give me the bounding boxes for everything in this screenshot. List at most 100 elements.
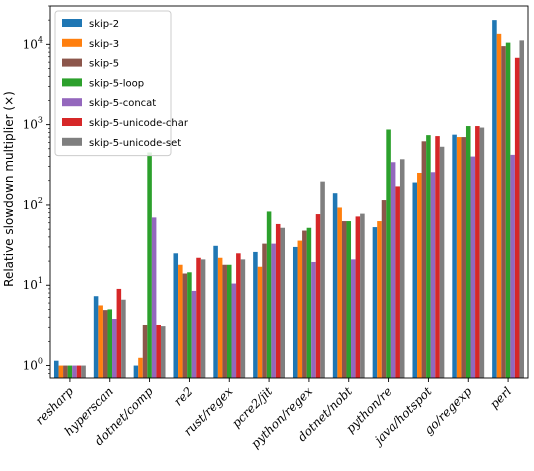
bar (452, 134, 457, 378)
bar (275, 223, 281, 378)
bar (346, 221, 352, 378)
y-tick-label: 101 (23, 276, 43, 292)
bar (107, 309, 113, 378)
bar (355, 216, 361, 378)
bar (93, 296, 99, 378)
legend-label: skip-5-unicode-set (89, 138, 181, 149)
bar (430, 172, 436, 378)
bar (302, 230, 307, 378)
bar (426, 135, 431, 378)
bar (332, 193, 338, 378)
bar (226, 264, 232, 378)
bar (196, 257, 201, 378)
bar (98, 305, 103, 378)
legend-box (54, 10, 172, 157)
legend-swatch (62, 78, 82, 87)
bar (377, 221, 382, 378)
bar (53, 360, 59, 378)
bar (173, 253, 179, 378)
y-tick-label: 100 (23, 357, 43, 373)
bar (479, 127, 485, 378)
bar (519, 40, 525, 379)
bar (147, 152, 152, 378)
bar (360, 213, 365, 378)
bars-group (53, 20, 525, 379)
legend-swatch (62, 98, 82, 107)
bar (187, 272, 192, 378)
legend: skip-2 skip-3 skip-5 skip-5-loop skip-5-conc… (54, 10, 189, 157)
bar (439, 146, 445, 378)
bar (102, 310, 108, 378)
bar (435, 136, 440, 378)
bar (217, 257, 223, 378)
bar (510, 154, 515, 378)
bar (142, 324, 148, 378)
bar (306, 227, 312, 378)
bar (222, 264, 227, 378)
bar (257, 266, 263, 378)
bar (151, 217, 157, 378)
bar (182, 273, 188, 378)
bar (505, 42, 511, 379)
legend-swatch (62, 19, 82, 27)
x-tick-label: re2 (171, 384, 195, 408)
bar (253, 251, 258, 378)
bar (138, 357, 143, 378)
bar (456, 137, 462, 378)
bar (271, 243, 276, 378)
bar (315, 214, 321, 378)
bar (297, 240, 303, 378)
bar (417, 172, 422, 378)
bar (320, 181, 325, 378)
bar (262, 243, 267, 378)
y-tick-label: 104 (23, 35, 43, 51)
bar (160, 326, 166, 378)
bar (76, 365, 82, 378)
bar (381, 200, 387, 378)
legend-swatch (62, 118, 82, 126)
bar (470, 156, 476, 378)
bar (191, 290, 197, 378)
bar (351, 259, 356, 378)
bar (121, 299, 126, 378)
bar (81, 365, 86, 378)
bar (58, 365, 64, 378)
y-tick-label: 102 (23, 196, 43, 212)
bar (240, 259, 246, 378)
bar (421, 141, 427, 378)
bar (475, 126, 480, 378)
legend-swatch (62, 38, 82, 47)
bar (266, 211, 272, 378)
bar (501, 46, 506, 379)
legend-label: skip-5-loop (89, 78, 144, 89)
plot-frame (49, 5, 529, 379)
bar (112, 319, 117, 378)
bar (461, 137, 466, 378)
y-tick-label: 103 (23, 116, 43, 132)
bar (372, 227, 378, 378)
legend-swatch (62, 137, 82, 146)
bar (156, 324, 161, 378)
bar (213, 245, 218, 378)
bar (341, 221, 347, 378)
bar (390, 162, 396, 378)
bar (63, 365, 68, 378)
bar (311, 261, 316, 378)
legend-label: skip-5 (89, 59, 119, 70)
legend-swatch (62, 58, 82, 67)
legend-label: skip-5-unicode-char (89, 118, 189, 129)
bar (72, 365, 77, 378)
bar (116, 288, 122, 378)
bar (67, 365, 73, 378)
bar (386, 129, 391, 378)
bar (492, 20, 497, 378)
y-axis-label: Relative slowdown multiplier (×) (2, 91, 16, 287)
bar (412, 182, 418, 378)
bar (465, 126, 471, 378)
bar (236, 253, 241, 378)
bar (292, 246, 298, 378)
bar (496, 33, 502, 378)
bar (399, 159, 405, 378)
bar (337, 207, 342, 378)
